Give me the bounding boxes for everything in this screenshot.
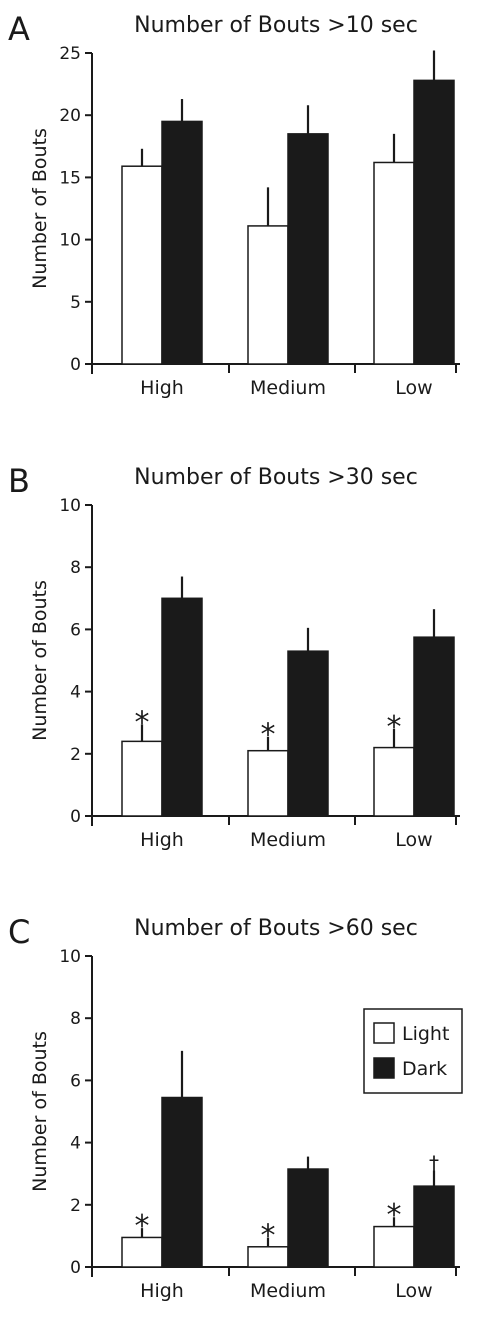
- panel-label: C: [8, 913, 30, 951]
- bar-dark-medium: [287, 133, 329, 365]
- y-tick-label: 2: [70, 1196, 81, 1216]
- bar-dark-high: [161, 120, 203, 365]
- y-tick-label: 10: [59, 496, 81, 516]
- x-tick-label: Low: [395, 377, 432, 399]
- panel-label: B: [8, 462, 30, 500]
- y-tick-label: 6: [70, 1071, 81, 1091]
- y-tick-label: 0: [70, 355, 81, 375]
- x-tick-label: Low: [395, 829, 432, 851]
- significance-asterisk: *: [135, 705, 150, 740]
- significance-asterisk: *: [261, 718, 276, 753]
- bar-light-low: [373, 1225, 415, 1268]
- legend-swatch-dark: [373, 1057, 395, 1079]
- y-tick-label: 5: [70, 293, 81, 313]
- panel-label: A: [8, 10, 30, 48]
- x-tick-label: Medium: [250, 1280, 326, 1302]
- bar-light-high: [121, 165, 163, 365]
- legend-label-dark: Dark: [402, 1058, 447, 1080]
- significance-asterisk: *: [261, 1218, 276, 1253]
- significance-asterisk: *: [135, 1209, 150, 1244]
- significance-asterisk: *: [387, 1198, 402, 1233]
- x-tick-label: Medium: [250, 829, 326, 851]
- y-tick-label: 0: [70, 1258, 81, 1278]
- y-axis-label: Number of Bouts: [29, 1031, 51, 1192]
- chart-title: Number of Bouts >30 sec: [134, 465, 418, 490]
- bar-dark-low: [413, 79, 455, 365]
- bar-light-medium: [247, 225, 289, 365]
- y-tick-label: 20: [59, 106, 81, 126]
- significance-asterisk: *: [387, 710, 402, 745]
- legend: Light Dark: [363, 1008, 463, 1094]
- x-tick-label: High: [140, 377, 184, 399]
- chart-panel-b: B Number of Bouts >30 sec Number of Bouts 0…: [8, 462, 460, 851]
- y-tick-label: 25: [59, 44, 81, 64]
- chart-panel-a: A Number of Bouts >10 sec Number of Bouts 0…: [8, 10, 460, 399]
- chart-panel-c: C Number of Bouts >60 sec Number of Bouts 0…: [8, 913, 463, 1302]
- chart-title: Number of Bouts >10 sec: [134, 13, 418, 38]
- x-tick-label: Low: [395, 1280, 432, 1302]
- y-tick-label: 8: [70, 1009, 81, 1029]
- bar-dark-high: [161, 1096, 203, 1268]
- y-tick-label: 2: [70, 745, 81, 765]
- significance-dagger: †: [429, 1152, 439, 1176]
- y-tick-label: 15: [59, 168, 81, 188]
- bar-dark-medium: [287, 1168, 329, 1268]
- bar-light-low: [373, 746, 415, 817]
- y-tick-label: 4: [70, 1134, 81, 1154]
- x-tick-label: High: [140, 1280, 184, 1302]
- y-tick-label: 6: [70, 620, 81, 640]
- legend-swatch-light: [373, 1022, 395, 1044]
- x-tick-label: High: [140, 829, 184, 851]
- y-axis-label: Number of Bouts: [29, 128, 51, 289]
- bar-light-high: [121, 740, 163, 817]
- bar-dark-high: [161, 597, 203, 817]
- bar-dark-medium: [287, 650, 329, 817]
- y-axis-label: Number of Bouts: [29, 580, 51, 741]
- y-tick-label: 10: [59, 231, 81, 251]
- bar-dark-low: [413, 1185, 455, 1268]
- bar-light-low: [373, 161, 415, 365]
- x-tick-label: Medium: [250, 377, 326, 399]
- bar-light-high: [121, 1236, 163, 1268]
- legend-box: [363, 1008, 463, 1094]
- y-tick-label: 10: [59, 947, 81, 967]
- bar-light-medium: [247, 749, 289, 817]
- y-tick-label: 8: [70, 558, 81, 578]
- legend-label-light: Light: [402, 1023, 449, 1045]
- chart-title: Number of Bouts >60 sec: [134, 916, 418, 941]
- y-tick-label: 4: [70, 683, 81, 703]
- y-tick-label: 0: [70, 807, 81, 827]
- bar-dark-low: [413, 636, 455, 817]
